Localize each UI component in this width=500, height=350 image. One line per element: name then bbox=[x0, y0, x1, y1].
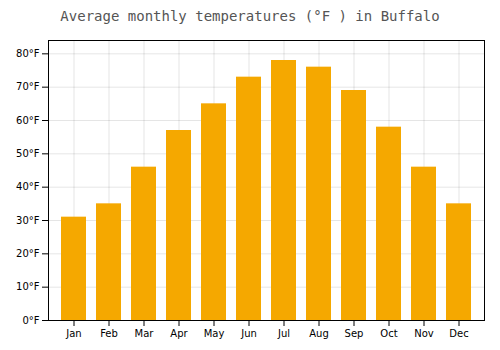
svg-text:Jan: Jan bbox=[65, 328, 81, 339]
svg-text:Apr: Apr bbox=[170, 328, 188, 339]
svg-text:Aug: Aug bbox=[309, 328, 329, 339]
svg-text:Jun: Jun bbox=[240, 328, 257, 339]
svg-text:Feb: Feb bbox=[100, 328, 118, 339]
svg-text:70°F: 70°F bbox=[16, 81, 40, 92]
svg-text:0°F: 0°F bbox=[22, 315, 39, 326]
svg-text:Jul: Jul bbox=[277, 328, 290, 339]
svg-text:Nov: Nov bbox=[414, 328, 434, 339]
svg-text:30°F: 30°F bbox=[16, 215, 40, 226]
svg-text:Dec: Dec bbox=[449, 328, 468, 339]
svg-text:40°F: 40°F bbox=[16, 181, 40, 192]
svg-text:Sep: Sep bbox=[345, 328, 364, 339]
svg-text:10°F: 10°F bbox=[16, 281, 40, 292]
svg-text:60°F: 60°F bbox=[16, 115, 40, 126]
svg-text:20°F: 20°F bbox=[16, 248, 40, 259]
svg-text:Mar: Mar bbox=[135, 328, 155, 339]
svg-text:80°F: 80°F bbox=[16, 48, 40, 59]
html-text:Average monthly temperatures (: Average monthly temperatures (°F ) in Bu… bbox=[60, 8, 440, 24]
svg-text:Oct: Oct bbox=[380, 328, 397, 339]
svg-text:50°F: 50°F bbox=[16, 148, 40, 159]
svg-text:May: May bbox=[204, 328, 225, 339]
